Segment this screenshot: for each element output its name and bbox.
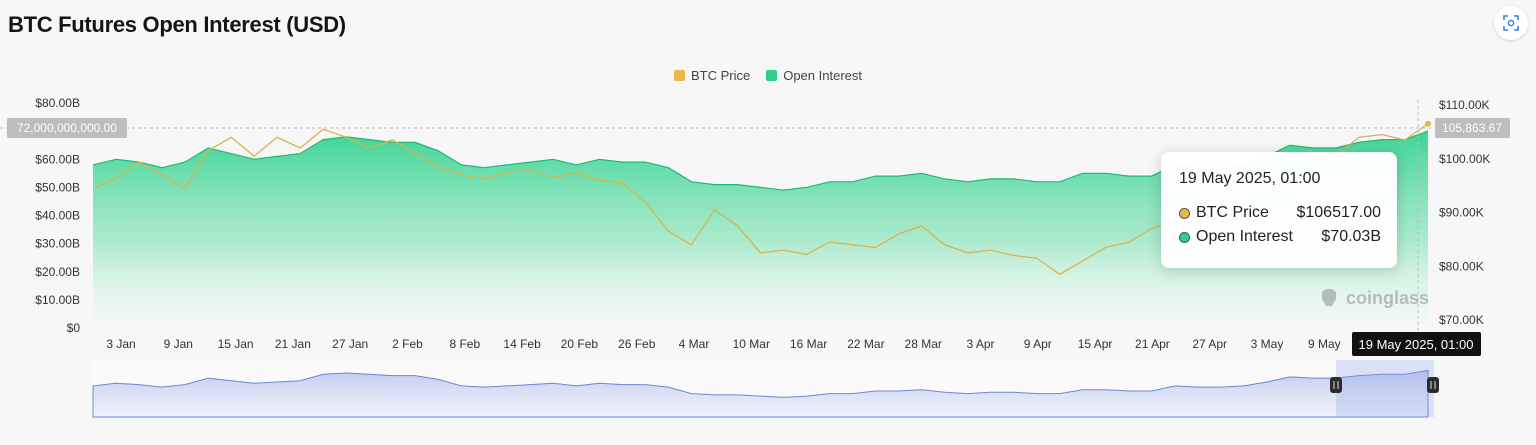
handle-grip-icon: [1330, 377, 1342, 393]
tooltip-dot-open-interest: [1179, 231, 1190, 243]
page-title: BTC Futures Open Interest (USD): [8, 12, 346, 37]
x-tick-label: 15 Apr: [1078, 337, 1113, 351]
y-right-tick-label: $100.00K: [1439, 152, 1490, 166]
legend-swatch-open-interest: [766, 70, 778, 81]
y-right-tick-label: $70.00K: [1439, 313, 1484, 327]
tooltip-label-btc-price: BTC Price: [1196, 204, 1269, 221]
x-tick-label: 27 Apr: [1192, 337, 1227, 351]
y-left-tick-label: $50.00B: [35, 180, 80, 194]
x-tick-label: 9 May: [1308, 337, 1341, 351]
y-left-tick-label: $30.00B: [35, 237, 80, 251]
x-tick-label: 8 Feb: [449, 337, 480, 351]
x-tick-label: 9 Apr: [1024, 337, 1052, 351]
navigator-handle-left[interactable]: [1330, 377, 1342, 393]
x-tick-label: 2 Feb: [392, 337, 423, 351]
x-tick-label: 4 Mar: [679, 337, 710, 351]
open-interest-area: [93, 131, 1428, 328]
x-tick-label: 27 Jan: [332, 337, 368, 351]
tooltip-label-open-interest: Open Interest: [1196, 228, 1293, 245]
tooltip-row-open-interest: Open Interest $70.03B: [1179, 228, 1381, 246]
y-left-tick-label: $10.00B: [35, 293, 80, 307]
y-right-tick-label: $80.00K: [1439, 259, 1484, 273]
fullscreen-icon: [1503, 15, 1519, 31]
x-tick-label: 3 Jan: [106, 337, 135, 351]
tooltip-date: 19 May 2025, 01:00: [1179, 170, 1321, 187]
x-tick-label: 10 Mar: [733, 337, 770, 351]
y-right-tick-label: $110.00K: [1439, 98, 1490, 112]
legend-swatch-btc-price: [673, 70, 685, 81]
legend-item-open-interest[interactable]: Open Interest: [766, 68, 862, 83]
tooltip-row-btc-price: BTC Price $106517.00: [1179, 204, 1381, 222]
crosshair-x-badge: 19 May 2025, 01:00: [1352, 332, 1481, 356]
navigator-selection[interactable]: [1336, 360, 1434, 417]
tooltip-value-btc-price: $106517.00: [1296, 204, 1381, 221]
crosshair-right-value: 105,863.67: [1442, 121, 1502, 135]
x-tick-label: 3 May: [1251, 337, 1284, 351]
y-left-tick-label: $0: [67, 321, 81, 335]
crosshair-right-badge: 105,863.67: [1435, 118, 1510, 138]
legend-label-open-interest: Open Interest: [783, 68, 862, 83]
crosshair-x-value: 19 May 2025, 01:00: [1359, 337, 1474, 352]
navigator-series: [92, 369, 1429, 418]
y-left-tick-label: $80.00B: [35, 96, 80, 110]
x-tick-label: 21 Jan: [275, 337, 311, 351]
crosshair-left-badge-bg: [7, 118, 127, 138]
y-left-tick-label: $60.00B: [35, 152, 80, 166]
tooltip-value-open-interest: $70.03B: [1321, 228, 1381, 245]
x-tick-label: 3 Apr: [966, 337, 994, 351]
tooltip-dot-btc-price: [1179, 207, 1190, 219]
x-tick-label: 14 Feb: [503, 337, 541, 351]
btc-price-marker: [1425, 120, 1431, 127]
y-left-tick-label: $20.00B: [35, 265, 80, 279]
crosshair-right-badge-bg: [1435, 118, 1510, 138]
watermark-text: coinglass: [1346, 287, 1430, 308]
coinglass-logo-icon: [1322, 289, 1336, 306]
x-tick-label: 26 Feb: [618, 337, 656, 351]
y-left-tick-label: $40.00B: [35, 209, 80, 223]
chart-tooltip: 19 May 2025, 01:00 BTC Price $106517.00 …: [1161, 152, 1397, 268]
x-tick-label: 28 Mar: [905, 337, 942, 351]
x-tick-label: 15 Jan: [218, 337, 254, 351]
navigator-handle-right[interactable]: [1427, 377, 1439, 393]
x-tick-label: 20 Feb: [561, 337, 599, 351]
legend-item-btc-price[interactable]: BTC Price: [673, 68, 751, 83]
x-tick-label: 16 Mar: [790, 337, 827, 351]
legend-label-btc-price: BTC Price: [690, 68, 751, 83]
x-tick-label: 9 Jan: [164, 337, 193, 351]
crosshair-left-value: 72,000,000,000.00: [17, 121, 117, 135]
handle-grip-icon: [1427, 377, 1439, 393]
x-tick-label: 21 Apr: [1135, 337, 1170, 351]
watermark: coinglass: [1318, 287, 1429, 309]
chart-legend: BTC Price Open Interest: [0, 68, 1536, 83]
x-tick-label: 22 Mar: [847, 337, 884, 351]
crosshair-left-badge: 72,000,000,000.00: [7, 118, 127, 138]
expand-button[interactable]: [1494, 6, 1528, 40]
crosshair-x-badge-bg: [1352, 332, 1481, 356]
y-right-tick-label: $90.00K: [1439, 206, 1484, 220]
